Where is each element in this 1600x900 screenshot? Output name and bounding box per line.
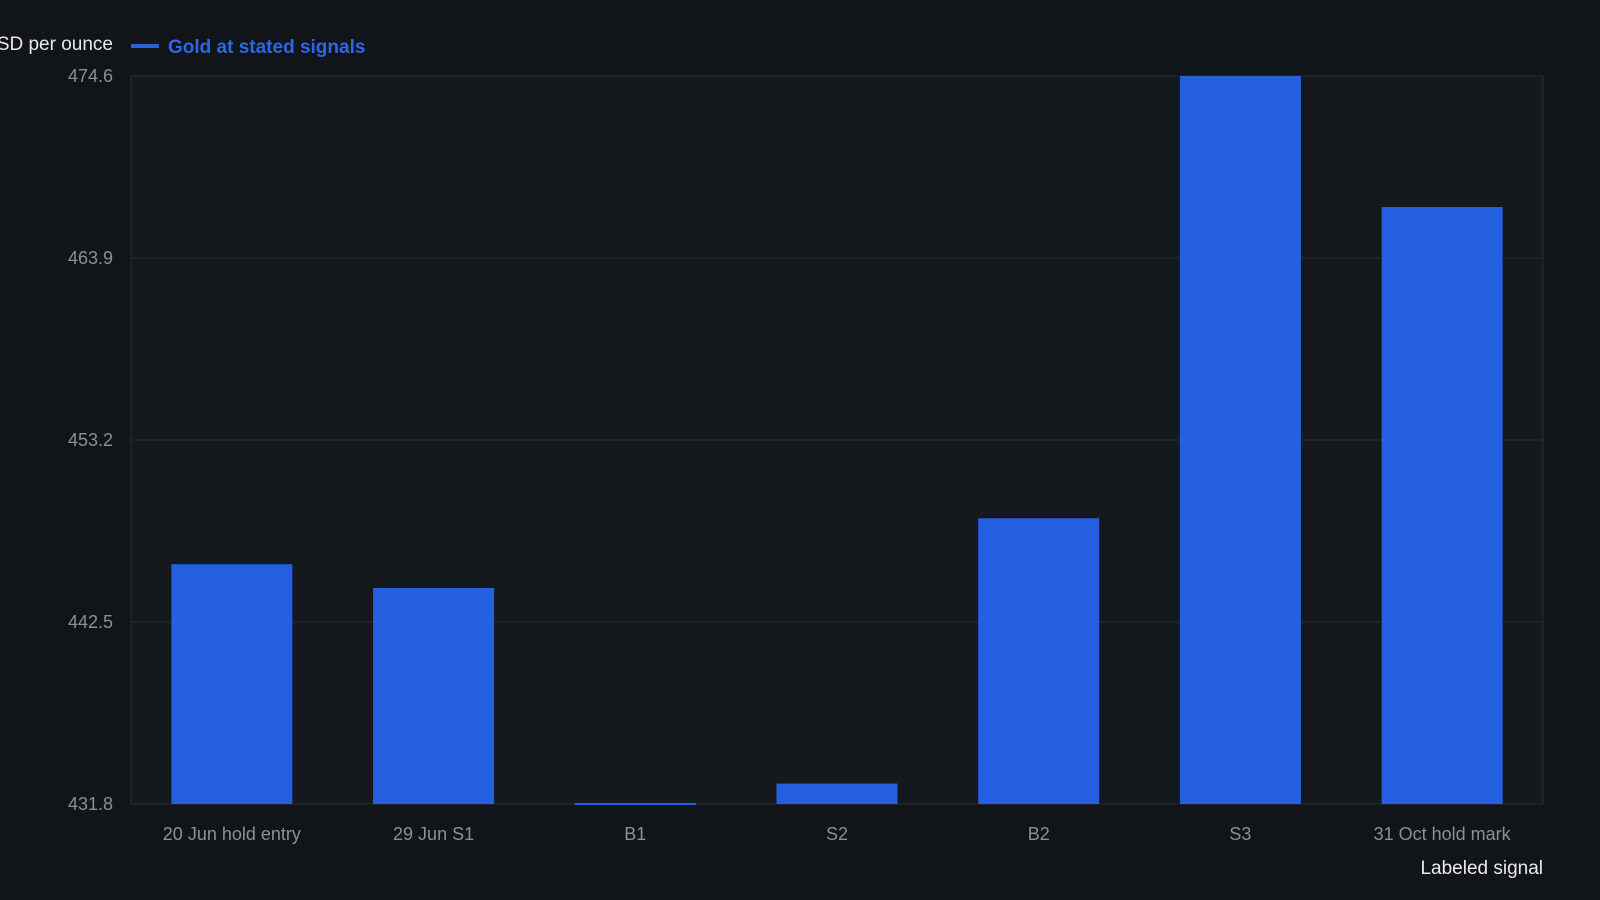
- x-tick-label: B1: [624, 824, 646, 844]
- y-tick-label: 463.9: [68, 248, 113, 268]
- y-axis-ticks: 474.6 463.9 453.2 442.5 431.8: [68, 66, 113, 814]
- bars: [171, 76, 1503, 805]
- bar[interactable]: [978, 518, 1100, 804]
- y-tick-label: 474.6: [68, 66, 113, 86]
- x-tick-label: S2: [826, 824, 848, 844]
- bar[interactable]: [776, 783, 898, 804]
- bar[interactable]: [574, 803, 696, 805]
- y-tick-label: 453.2: [68, 430, 113, 450]
- y-tick-label: 431.8: [68, 794, 113, 814]
- x-tick-label: 20 Jun hold entry: [163, 824, 301, 844]
- x-tick-label: 29 Jun S1: [393, 824, 474, 844]
- y-axis-title: USD per ounce: [0, 34, 113, 55]
- legend-label: Gold at stated signals: [168, 37, 365, 58]
- x-tick-label: S3: [1229, 824, 1251, 844]
- x-axis-title: Labeled signal: [1420, 858, 1543, 879]
- x-tick-label: 31 Oct hold mark: [1374, 824, 1512, 844]
- x-tick-label: B2: [1028, 824, 1050, 844]
- gridlines: [131, 257, 1543, 623]
- bar[interactable]: [373, 587, 495, 804]
- bar[interactable]: [1179, 76, 1301, 804]
- x-axis-ticks: 20 Jun hold entry 29 Jun S1 B1 S2 B2 S3 31 Oct…: [163, 824, 1512, 844]
- bar[interactable]: [171, 564, 293, 804]
- y-tick-label: 442.5: [68, 612, 113, 632]
- bar[interactable]: [1381, 206, 1503, 804]
